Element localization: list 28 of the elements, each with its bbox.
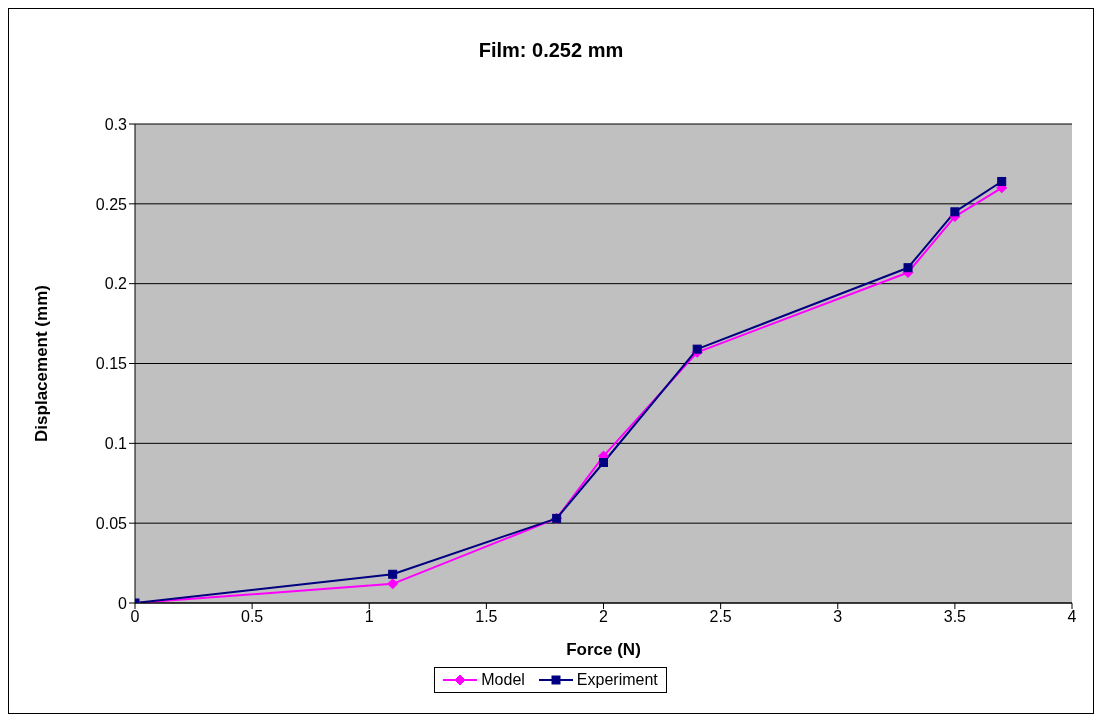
x-tick-label: 2 xyxy=(599,608,609,626)
y-tick-label: 0.1 xyxy=(104,435,128,453)
y-tick-label: 0.3 xyxy=(104,115,128,133)
point xyxy=(692,344,702,354)
x-tick-label: 0.5 xyxy=(241,608,264,626)
y-tick-label: 0.05 xyxy=(95,514,128,532)
point xyxy=(997,176,1007,186)
y-tick-label: 0.25 xyxy=(95,195,128,213)
y-axis-title: Displacement (mm) xyxy=(32,285,52,442)
x-tick-label: 3 xyxy=(833,608,843,626)
point xyxy=(387,578,399,590)
y-tick-label: 0 xyxy=(118,594,128,612)
point xyxy=(388,569,398,579)
x-tick-label: 3.5 xyxy=(943,608,967,626)
point xyxy=(950,207,960,217)
point xyxy=(599,457,608,467)
x-tick-label: 1.5 xyxy=(475,608,498,626)
chart-title: Film: 0.252 mm xyxy=(477,39,625,62)
point xyxy=(903,263,913,273)
x-axis-title: Force (N) xyxy=(566,640,641,659)
x-tick-label: 0 xyxy=(130,608,140,626)
x-tick-label: 4 xyxy=(1067,608,1077,626)
y-tick-label: 0.2 xyxy=(104,275,128,293)
x-tick-label: 1 xyxy=(364,608,374,626)
legend-label: Experiment xyxy=(575,671,658,689)
x-tick-label: 2.5 xyxy=(709,608,732,626)
y-tick-label: 0.15 xyxy=(95,355,128,373)
legend-label: Model xyxy=(480,671,525,689)
